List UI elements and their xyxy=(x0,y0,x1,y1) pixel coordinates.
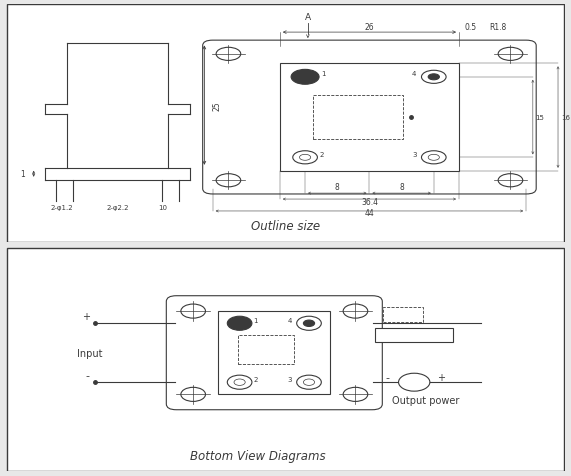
Circle shape xyxy=(343,387,368,402)
Bar xyxy=(313,96,403,140)
Circle shape xyxy=(428,155,440,161)
Circle shape xyxy=(343,305,368,318)
Circle shape xyxy=(227,317,252,331)
Text: 10: 10 xyxy=(158,205,167,211)
Circle shape xyxy=(303,379,315,386)
Text: -: - xyxy=(86,371,90,380)
Bar xyxy=(375,328,453,343)
Circle shape xyxy=(399,374,430,391)
Text: 25: 25 xyxy=(213,101,222,111)
Circle shape xyxy=(216,48,241,61)
Text: 2: 2 xyxy=(254,376,258,382)
Text: Outline size: Outline size xyxy=(251,219,320,232)
Text: 0.5: 0.5 xyxy=(465,22,477,31)
Circle shape xyxy=(421,71,446,84)
Circle shape xyxy=(293,151,317,165)
Circle shape xyxy=(300,155,311,161)
Text: 36.4: 36.4 xyxy=(361,197,378,206)
Text: A: A xyxy=(305,13,311,21)
Text: Bottom View Diagrams: Bottom View Diagrams xyxy=(190,449,325,462)
Text: Output power: Output power xyxy=(392,395,459,405)
Text: 3: 3 xyxy=(412,151,417,158)
Circle shape xyxy=(234,379,245,386)
Text: 4: 4 xyxy=(411,71,416,77)
Circle shape xyxy=(428,75,440,80)
FancyBboxPatch shape xyxy=(203,41,536,195)
FancyBboxPatch shape xyxy=(166,296,383,410)
Text: +: + xyxy=(437,372,445,382)
Text: Input: Input xyxy=(77,348,102,358)
Text: 8: 8 xyxy=(335,182,340,191)
Text: Load: Load xyxy=(403,330,426,340)
Circle shape xyxy=(297,376,321,389)
Circle shape xyxy=(498,174,523,188)
Bar xyxy=(280,64,459,171)
Text: 2-φ2.2: 2-φ2.2 xyxy=(106,205,129,211)
Circle shape xyxy=(216,174,241,188)
Text: 44: 44 xyxy=(364,209,375,218)
Circle shape xyxy=(421,151,446,165)
Text: 26: 26 xyxy=(365,22,374,31)
Text: 1: 1 xyxy=(21,170,25,179)
Text: 16: 16 xyxy=(561,115,570,121)
Text: R1.8: R1.8 xyxy=(490,22,507,31)
Circle shape xyxy=(498,48,523,61)
Circle shape xyxy=(303,320,315,327)
Circle shape xyxy=(227,376,252,389)
Circle shape xyxy=(297,317,321,331)
Bar xyxy=(218,311,330,395)
Text: 1: 1 xyxy=(254,317,258,323)
Bar xyxy=(238,336,294,364)
Text: 1: 1 xyxy=(321,71,325,77)
Text: 15: 15 xyxy=(536,115,545,121)
Text: +: + xyxy=(82,312,90,322)
Circle shape xyxy=(181,387,206,402)
Text: 8: 8 xyxy=(399,182,404,191)
Circle shape xyxy=(291,70,319,85)
Text: 2-φ1.2: 2-φ1.2 xyxy=(50,205,73,211)
Text: 2: 2 xyxy=(319,151,323,158)
Text: 3: 3 xyxy=(288,376,292,382)
Text: -: - xyxy=(385,372,389,382)
Bar xyxy=(384,307,423,322)
Circle shape xyxy=(181,305,206,318)
Text: 4: 4 xyxy=(288,317,292,323)
